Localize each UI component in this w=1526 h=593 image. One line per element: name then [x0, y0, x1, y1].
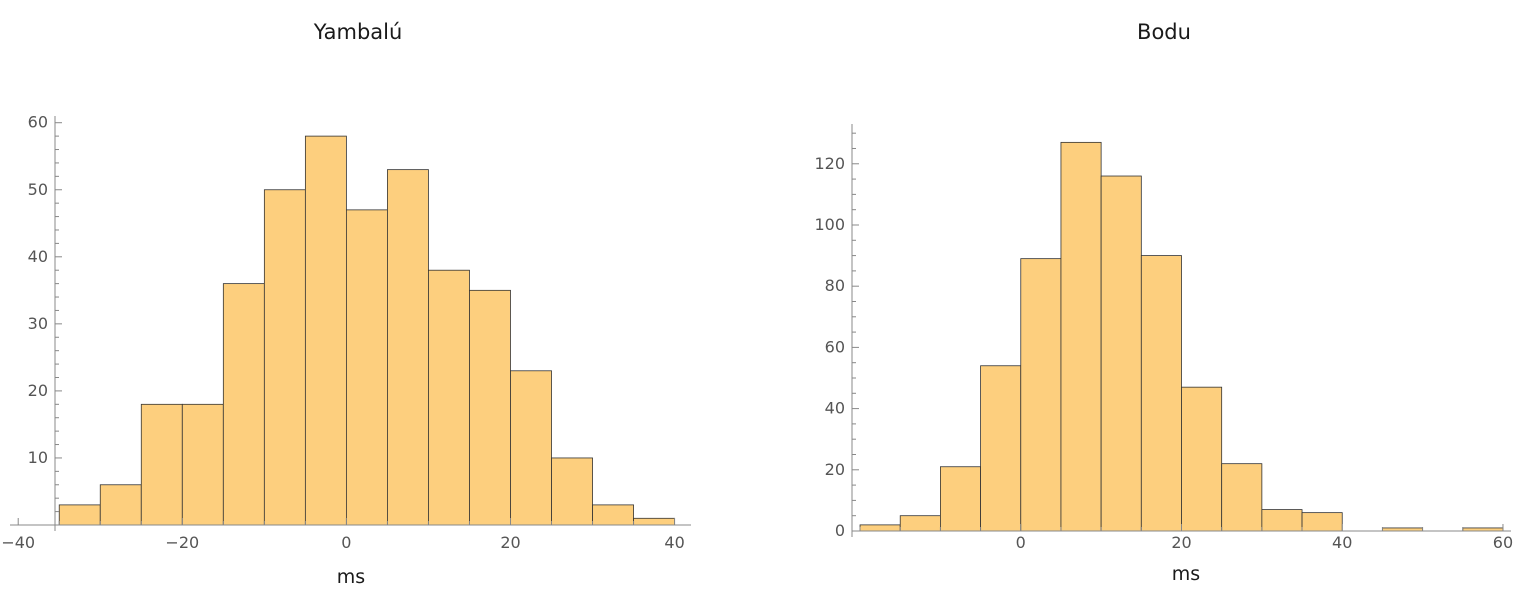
- x-tick-label: 40: [664, 533, 684, 552]
- y-tick-label: 60: [825, 337, 845, 356]
- histogram-bar: [1221, 463, 1263, 532]
- x-tick-label: −20: [165, 533, 199, 552]
- histogram-bar: [899, 515, 941, 532]
- histogram-bar: [263, 189, 306, 526]
- x-axis-label: ms: [337, 566, 365, 588]
- histogram-bar: [428, 269, 470, 526]
- y-tick-label: 120: [814, 154, 845, 173]
- y-tick-label: 50: [28, 180, 48, 199]
- chart-title: Yambalú: [313, 20, 403, 44]
- histogram-bar: [1261, 509, 1303, 532]
- histogram-bar: [1020, 258, 1062, 532]
- y-tick-label: 40: [825, 399, 845, 418]
- chart-yambalu: Yambalú ms 10 20 30 40 50 60 −40 −20 0 20 40: [1, 20, 691, 588]
- histogram-bar: [140, 403, 183, 526]
- y-tick-label: 0: [835, 521, 845, 540]
- histogram-bar: [1301, 512, 1343, 532]
- y-tick-label: 80: [825, 276, 845, 295]
- histogram-bar: [304, 135, 347, 526]
- histogram-bar: [551, 457, 593, 526]
- x-tick-label: 20: [500, 533, 520, 552]
- histogram-bar: [58, 504, 101, 526]
- histogram-bar: [980, 365, 1022, 532]
- chart-bodu: Bodu ms 0 20 40 60 80 100 120 0 20 40 60: [814, 20, 1513, 585]
- histogram-bar: [345, 209, 388, 526]
- x-tick-label: 0: [1016, 533, 1026, 552]
- x-tick-label: 20: [1171, 533, 1191, 552]
- y-tick-label: 40: [28, 247, 48, 266]
- histogram-bar: [592, 504, 634, 526]
- histogram-bar: [1140, 255, 1182, 532]
- histogram-bar: [859, 524, 901, 532]
- y-tick-label: 20: [825, 460, 845, 479]
- bars: [58, 135, 675, 526]
- histogram-bar: [1181, 386, 1223, 532]
- y-tick-label: 10: [28, 448, 48, 467]
- histogram-bar: [181, 403, 224, 526]
- histogram-bar: [222, 283, 265, 526]
- histogram-bar: [940, 466, 981, 532]
- histogram-bar: [510, 370, 552, 526]
- x-tick-label: 0: [341, 533, 351, 552]
- histogram-bar: [99, 484, 142, 526]
- histogram-bar: [633, 517, 675, 526]
- axes: 10 20 30 40 50 60 −40 −20 0 20 40: [1, 113, 691, 552]
- y-tick-label: 100: [814, 215, 845, 234]
- histogram-bar: [387, 169, 429, 526]
- chart-title: Bodu: [1137, 20, 1191, 44]
- x-tick-label: 40: [1332, 533, 1352, 552]
- y-tick-label: 60: [28, 113, 48, 132]
- x-tick-label: −40: [1, 533, 35, 552]
- bars: [859, 141, 1504, 532]
- y-tick-label: 20: [28, 381, 48, 400]
- histogram-bar: [1100, 175, 1142, 532]
- axes: 0 20 40 60 80 100 120 0 20 40 60: [814, 124, 1513, 552]
- y-tick-label: 30: [28, 314, 48, 333]
- histogram-bar: [469, 289, 511, 526]
- x-tick-label: 60: [1493, 533, 1513, 552]
- x-axis-label: ms: [1172, 563, 1200, 585]
- histogram-bar: [1060, 141, 1102, 532]
